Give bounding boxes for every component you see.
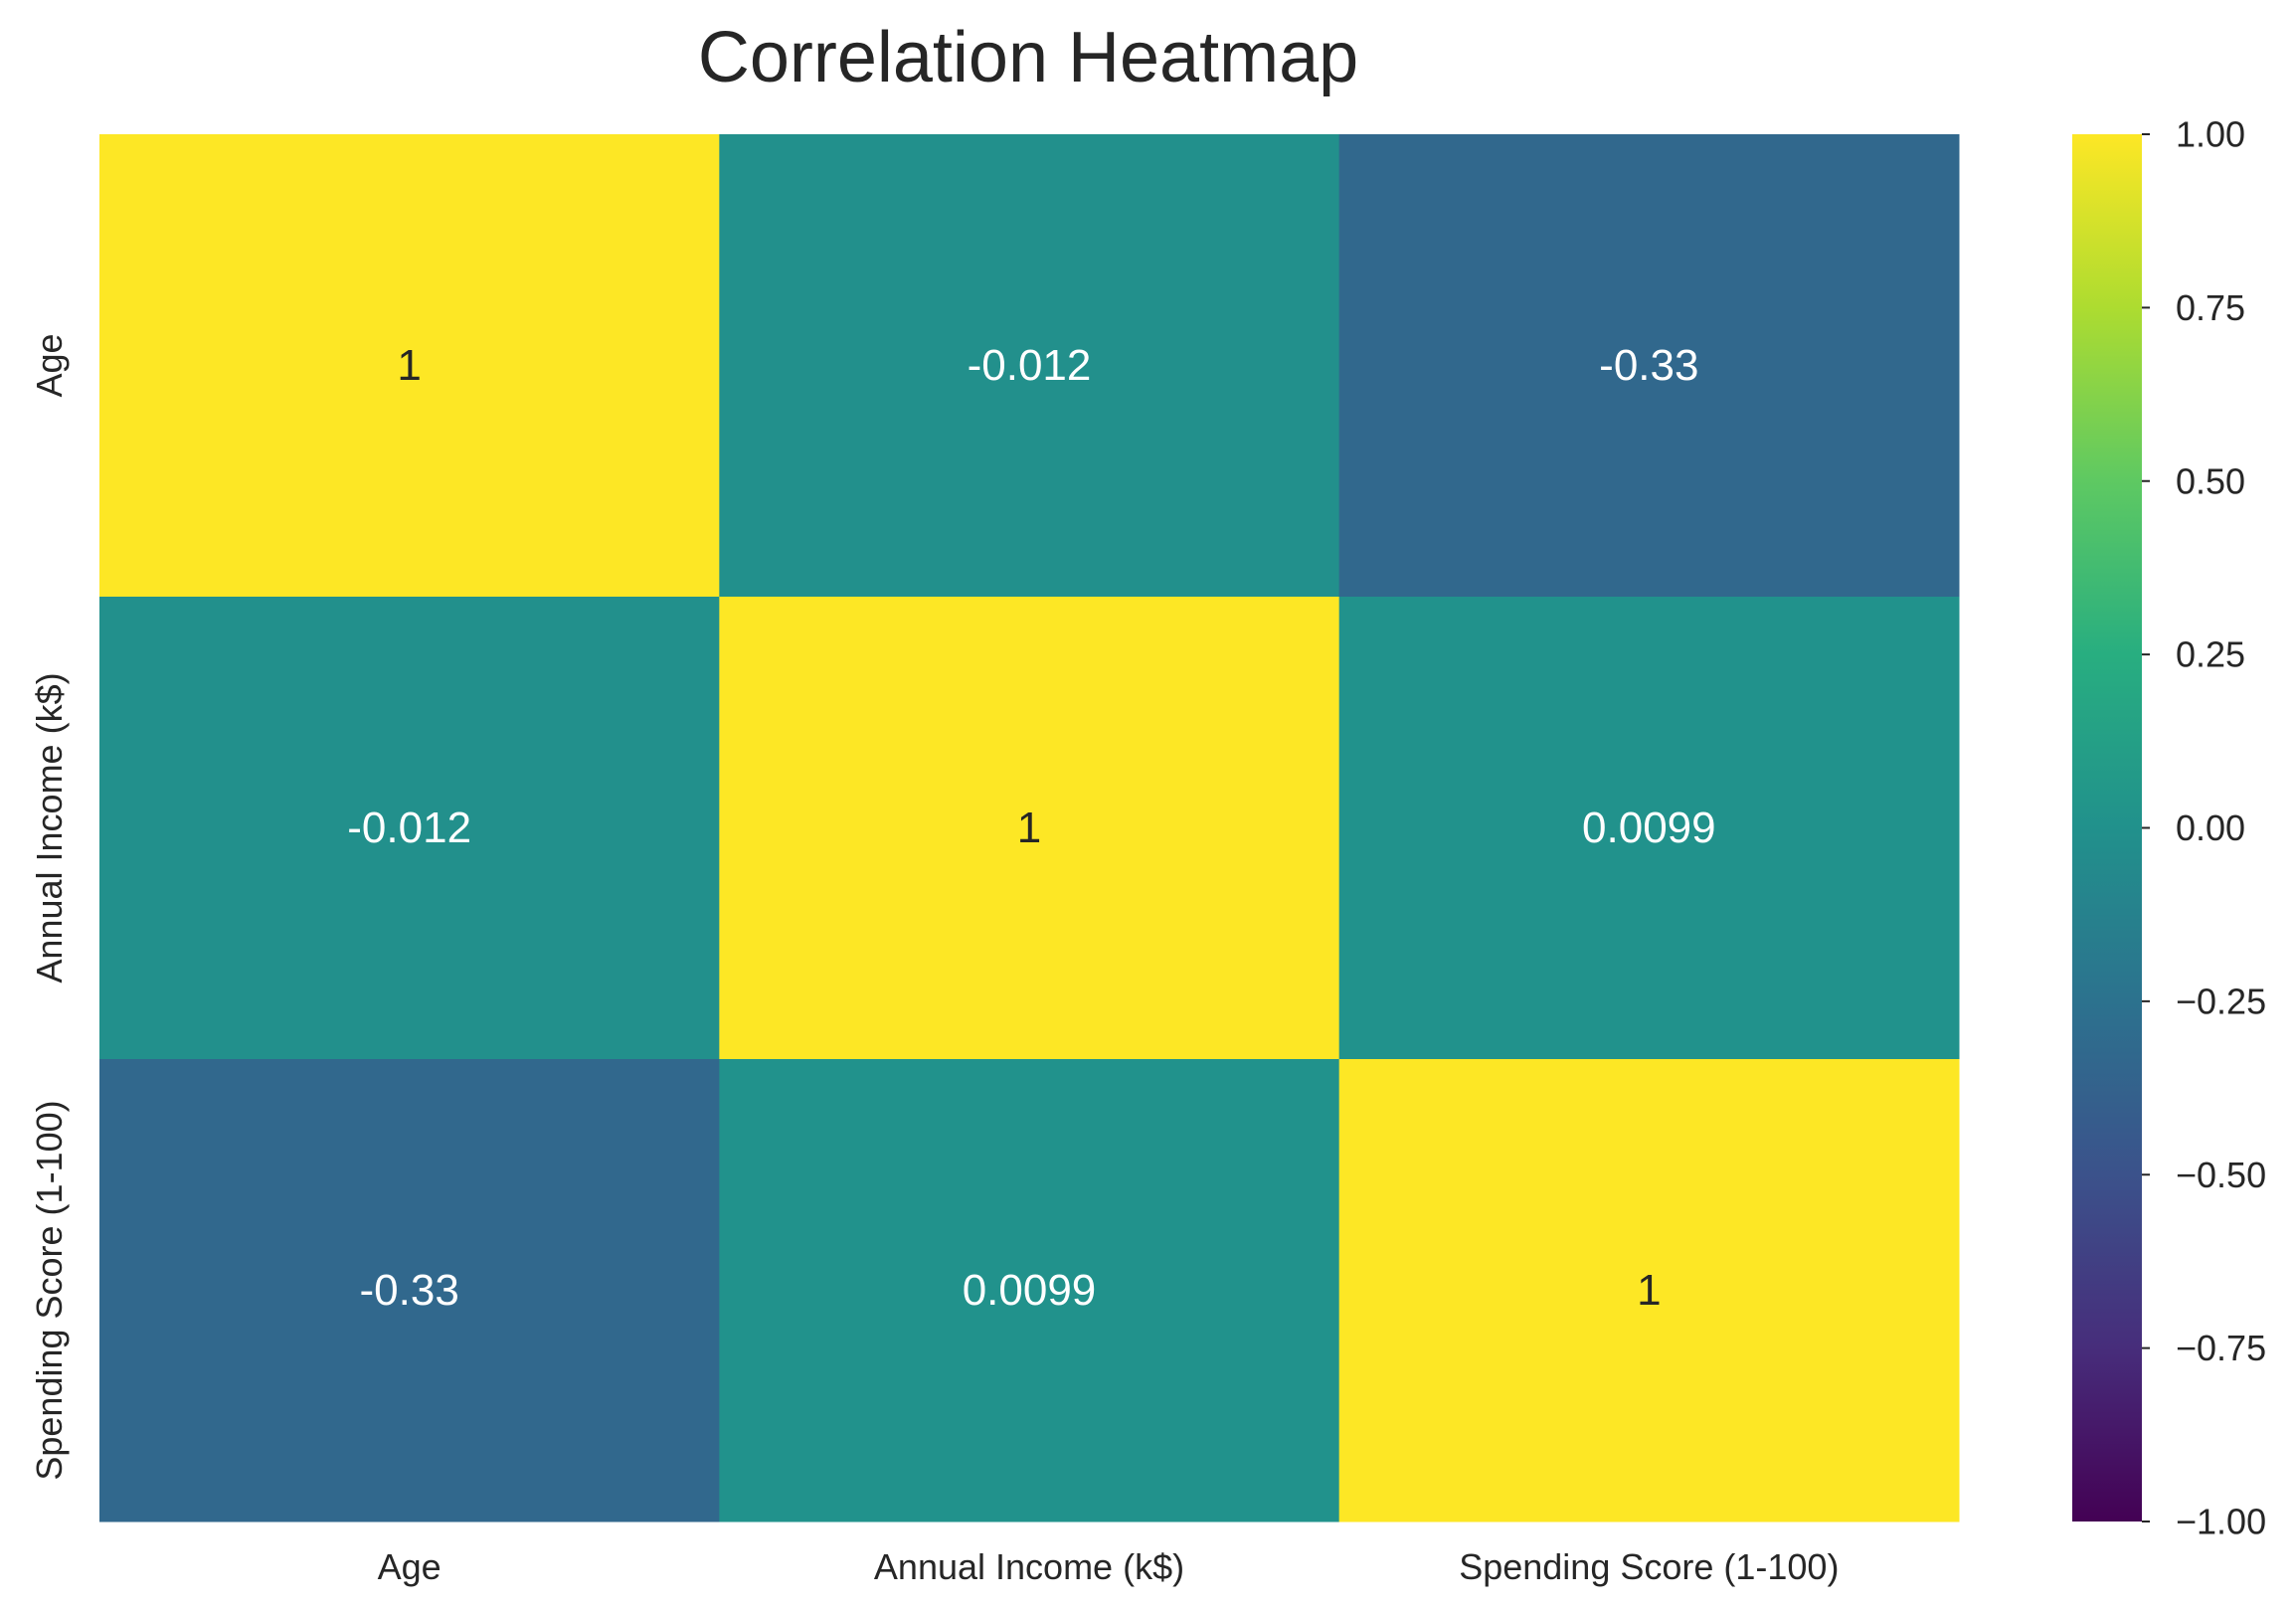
heatmap-cell-2-0 [99, 1059, 720, 1522]
cell-annotation-1-2: 0.0099 [1582, 804, 1716, 852]
heatmap-cell-1-2 [1338, 597, 1960, 1060]
colorbar-tick-label-8: −1.00 [2176, 1502, 2266, 1542]
colorbar-tick-label-5: −0.25 [2176, 981, 2266, 1021]
cell-annotation-2-2: 1 [1637, 1266, 1661, 1315]
cell-annotation-0-0: 1 [397, 341, 421, 390]
heatmap-cell-0-1 [719, 134, 1340, 598]
colorbar-tick-label-4: 0.00 [2176, 807, 2245, 848]
cell-annotation-2-1: 0.0099 [963, 1266, 1097, 1315]
colorbar-tick-labels: 1.00 0.75 0.50 0.25 0.00 −0.25 −0.50 −0.75 −1.00 [2142, 114, 2266, 1542]
colorbar [2072, 134, 2142, 1522]
cell-annotation-2-0: -0.33 [360, 1266, 459, 1315]
heatmap-cells [99, 134, 1960, 1522]
colorbar-tick-label-2: 0.50 [2176, 460, 2245, 501]
heatmap-cell-0-0 [99, 134, 720, 598]
x-axis-tick-labels: Age Annual Income (k$) Spending Score (1-1… [378, 1546, 1840, 1587]
heatmap-cell-2-2 [1338, 1059, 1960, 1522]
cell-annotation-0-2: -0.33 [1599, 341, 1698, 390]
y-tick-label-0: Age [29, 333, 70, 397]
colorbar-tick-label-0: 1.00 [2176, 114, 2245, 155]
colorbar-tick-label-3: 0.25 [2176, 634, 2245, 675]
y-tick-label-2: Spending Score (1-100) [29, 1100, 70, 1480]
cell-annotation-0-1: -0.012 [968, 341, 1092, 390]
y-axis-tick-labels: Age Annual Income (k$) Spending Score (1-1… [29, 333, 70, 1480]
cell-annotation-1-0: -0.012 [347, 804, 471, 852]
heatmap-cell-1-1 [719, 597, 1340, 1060]
colorbar-tick-label-6: −0.50 [2176, 1155, 2266, 1195]
heatmap-cell-1-0 [99, 597, 720, 1060]
heatmap-annotations: 1 -0.012 -0.33 -0.012 1 0.0099 -0.33 0.0099 1 [347, 341, 1715, 1315]
heatmap-cell-2-1 [719, 1059, 1340, 1522]
cell-annotation-1-1: 1 [1017, 804, 1041, 852]
x-tick-label-1: Annual Income (k$) [874, 1546, 1184, 1587]
chart-title: Correlation Heatmap [698, 18, 1358, 97]
colorbar-tick-label-7: −0.75 [2176, 1328, 2266, 1368]
x-tick-label-2: Spending Score (1-100) [1459, 1546, 1839, 1587]
x-tick-label-0: Age [378, 1546, 442, 1587]
y-tick-label-1: Annual Income (k$) [29, 672, 70, 983]
colorbar-tick-label-1: 0.75 [2176, 287, 2245, 328]
heatmap-cell-0-2 [1338, 134, 1960, 598]
